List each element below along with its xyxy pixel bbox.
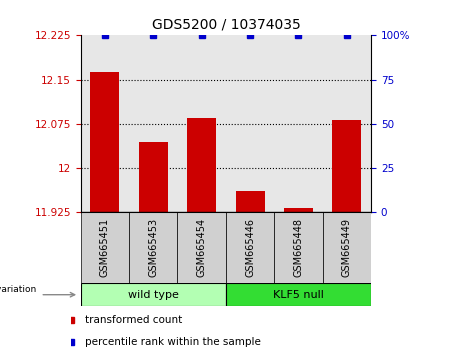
Bar: [226, 35, 274, 212]
Text: GSM665453: GSM665453: [148, 218, 158, 278]
Bar: [139, 142, 168, 212]
FancyBboxPatch shape: [129, 212, 177, 283]
Text: GSM665448: GSM665448: [294, 218, 303, 277]
Text: GSM665449: GSM665449: [342, 218, 352, 277]
Text: GSM665454: GSM665454: [197, 218, 207, 278]
Text: percentile rank within the sample: percentile rank within the sample: [85, 337, 261, 347]
FancyBboxPatch shape: [81, 283, 226, 306]
Text: GSM665451: GSM665451: [100, 218, 110, 278]
Bar: [274, 35, 323, 212]
FancyBboxPatch shape: [177, 212, 226, 283]
Title: GDS5200 / 10374035: GDS5200 / 10374035: [152, 17, 300, 32]
Bar: [332, 120, 361, 212]
Text: transformed count: transformed count: [85, 315, 183, 325]
Text: KLF5 null: KLF5 null: [273, 290, 324, 300]
Bar: [129, 35, 177, 212]
FancyBboxPatch shape: [226, 283, 371, 306]
Bar: [90, 72, 119, 212]
FancyBboxPatch shape: [323, 212, 371, 283]
FancyBboxPatch shape: [274, 212, 323, 283]
FancyBboxPatch shape: [226, 212, 274, 283]
FancyBboxPatch shape: [81, 212, 129, 283]
Bar: [323, 35, 371, 212]
Bar: [236, 190, 265, 212]
Bar: [187, 118, 216, 212]
Text: GSM665446: GSM665446: [245, 218, 255, 277]
Bar: [284, 208, 313, 212]
Text: wild type: wild type: [128, 290, 179, 300]
Bar: [177, 35, 226, 212]
Text: genotype/variation: genotype/variation: [0, 285, 36, 294]
Bar: [81, 35, 129, 212]
